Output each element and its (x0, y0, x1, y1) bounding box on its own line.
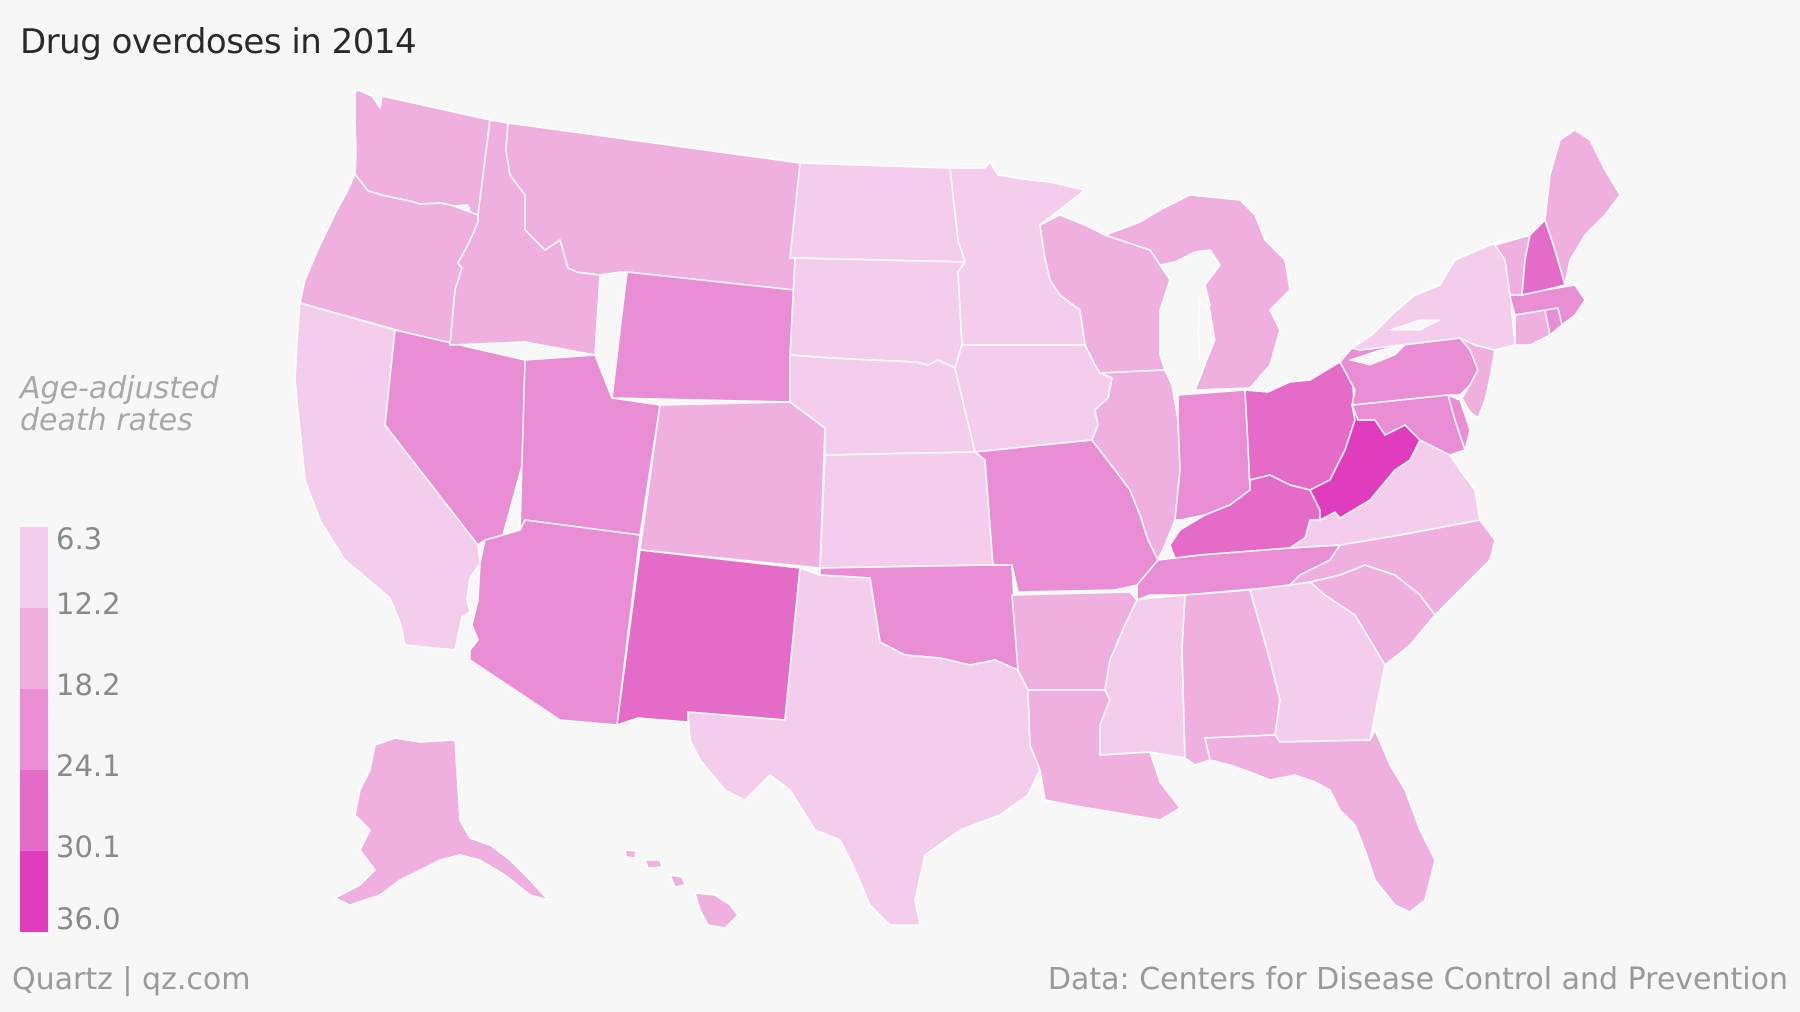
legend-title: Age-adjusted death rates (20, 373, 280, 437)
state-ak (334, 737, 549, 906)
state-ca (294, 302, 481, 651)
legend-swatch (20, 689, 48, 770)
great-lake (1348, 344, 1407, 366)
great-lake (1197, 298, 1216, 366)
legend-swatch (20, 527, 48, 608)
state-co (639, 401, 826, 569)
state-ny (1351, 239, 1516, 351)
state-az (469, 519, 641, 726)
footer-credit: Quartz | qz.com (12, 962, 251, 997)
footer-source: Data: Centers for Disease Control and Pr… (1047, 962, 1788, 997)
page-title: Drug overdoses in 2014 (20, 22, 417, 62)
legend-swatch (20, 608, 48, 689)
state-me (1544, 129, 1621, 286)
state-wi (1039, 214, 1171, 374)
legend-title-line1: Age-adjusted (20, 371, 219, 406)
state-nm (616, 549, 801, 726)
state-tx (687, 567, 1041, 926)
state-wy (611, 271, 796, 403)
state-hi (624, 849, 739, 929)
state-ks (819, 451, 994, 569)
state-nd (789, 162, 966, 263)
legend-color-bar (20, 527, 48, 932)
legend-swatch (20, 851, 48, 932)
state-nc (1289, 519, 1496, 616)
state-de (1447, 394, 1471, 451)
legend-swatch (20, 770, 48, 851)
legend-break-label: 12.2 (56, 587, 121, 621)
state-ct (1514, 309, 1551, 346)
state-fl (1204, 729, 1436, 913)
legend-break-label: 18.2 (56, 668, 121, 702)
legend-break-label: 30.1 (56, 830, 121, 864)
legend-break-label: 24.1 (56, 749, 121, 783)
state-ia (954, 344, 1113, 453)
legend-break-label: 36.0 (56, 902, 121, 936)
great-lake (1389, 319, 1441, 331)
state-ma (1509, 284, 1586, 326)
legend-break-label: 6.3 (56, 522, 103, 556)
state-sd (789, 257, 966, 369)
legend-title-line2: death rates (20, 403, 193, 438)
